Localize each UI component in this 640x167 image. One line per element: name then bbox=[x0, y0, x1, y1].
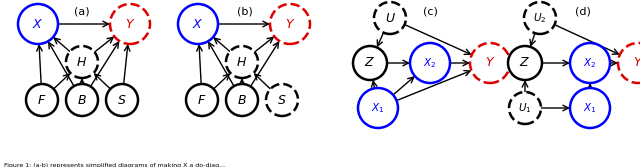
Text: Figure 1: (a-b) represents simplified diagrams of making X a do-diag...: Figure 1: (a-b) represents simplified di… bbox=[4, 163, 225, 167]
Text: $Y$: $Y$ bbox=[633, 56, 640, 69]
Circle shape bbox=[266, 84, 298, 116]
Text: $Y$: $Y$ bbox=[484, 56, 495, 69]
Text: $Y$: $Y$ bbox=[285, 18, 295, 31]
Text: $U_{2}$: $U_{2}$ bbox=[533, 11, 547, 25]
Text: (a): (a) bbox=[74, 6, 90, 16]
Circle shape bbox=[106, 84, 138, 116]
Circle shape bbox=[358, 88, 398, 128]
Circle shape bbox=[524, 2, 556, 34]
Text: $X_{1}$: $X_{1}$ bbox=[371, 101, 385, 115]
Circle shape bbox=[226, 84, 258, 116]
Text: $X_{2}$: $X_{2}$ bbox=[423, 56, 436, 70]
Circle shape bbox=[186, 84, 218, 116]
Text: $S$: $S$ bbox=[277, 94, 287, 107]
Circle shape bbox=[470, 43, 510, 83]
Text: $Z$: $Z$ bbox=[520, 56, 531, 69]
Text: (c): (c) bbox=[422, 6, 437, 16]
Circle shape bbox=[18, 4, 58, 44]
Circle shape bbox=[66, 84, 98, 116]
Circle shape bbox=[618, 43, 640, 83]
Text: $S$: $S$ bbox=[117, 94, 127, 107]
Circle shape bbox=[509, 92, 541, 124]
Text: $F$: $F$ bbox=[197, 94, 207, 107]
Text: $Z$: $Z$ bbox=[364, 56, 376, 69]
Circle shape bbox=[270, 4, 310, 44]
Text: $F$: $F$ bbox=[37, 94, 47, 107]
Text: $Y$: $Y$ bbox=[125, 18, 135, 31]
Circle shape bbox=[410, 43, 450, 83]
Text: $X$: $X$ bbox=[193, 18, 204, 31]
Text: $X$: $X$ bbox=[33, 18, 44, 31]
Text: $B$: $B$ bbox=[237, 94, 247, 107]
Text: $U$: $U$ bbox=[385, 12, 396, 25]
Text: $H$: $H$ bbox=[236, 55, 248, 68]
Text: $H$: $H$ bbox=[76, 55, 88, 68]
Circle shape bbox=[508, 46, 542, 80]
Circle shape bbox=[110, 4, 150, 44]
Circle shape bbox=[66, 46, 98, 78]
Circle shape bbox=[374, 2, 406, 34]
Text: $X_{1}$: $X_{1}$ bbox=[583, 101, 596, 115]
Circle shape bbox=[178, 4, 218, 44]
Text: $B$: $B$ bbox=[77, 94, 87, 107]
Circle shape bbox=[570, 88, 610, 128]
Text: $U_{1}$: $U_{1}$ bbox=[518, 101, 532, 115]
Text: (b): (b) bbox=[237, 6, 253, 16]
Circle shape bbox=[26, 84, 58, 116]
Text: (d): (d) bbox=[575, 6, 591, 16]
Circle shape bbox=[570, 43, 610, 83]
Text: $X_{2}$: $X_{2}$ bbox=[583, 56, 596, 70]
Circle shape bbox=[353, 46, 387, 80]
Circle shape bbox=[226, 46, 258, 78]
